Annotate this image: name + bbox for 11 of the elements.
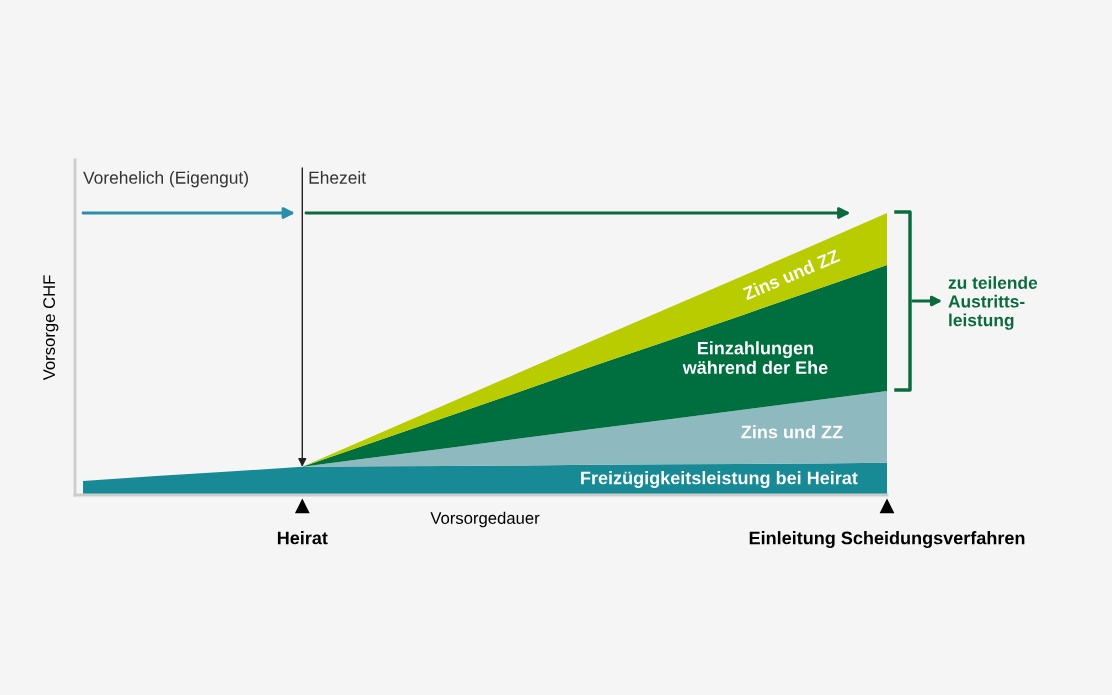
text: Ehezeit: [309, 171, 366, 184]
y-axis-title: Vorsorge CHF: [43, 275, 59, 381]
x-tick-label: Einleitung Scheidungsverfahren: [749, 531, 1025, 549]
x-axis-title: Vorsorgedauer: [430, 511, 540, 528]
text: Vorehelich (Eigengut): [83, 171, 248, 188]
series-label: Zins und ZZ: [741, 425, 843, 439]
series-label: Zins und ZZ: [742, 248, 841, 301]
series-label: Einzahlungen während der Ehe: [682, 341, 828, 374]
series-label: Freizügigkeitsleistung bei Heirat: [581, 471, 858, 488]
x-tick-label: Heirat: [277, 531, 328, 545]
text: zu teilende Austritts- leistung: [948, 276, 1038, 330]
